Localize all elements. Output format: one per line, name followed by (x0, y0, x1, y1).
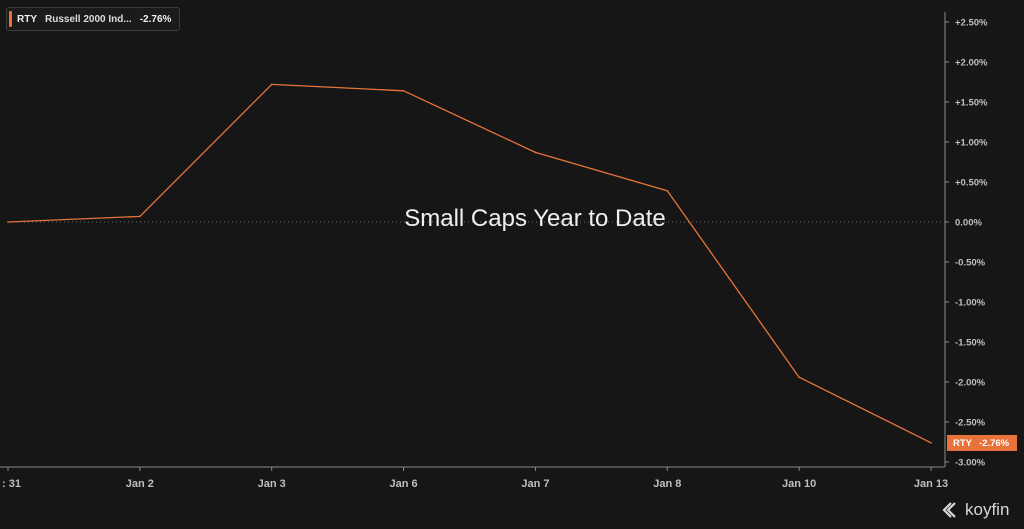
y-tick-label: +2.50% (955, 18, 988, 29)
data-point (402, 90, 405, 92)
brand-logo: koyfin (942, 500, 1009, 520)
legend-series-name: Russell 2000 Ind... (45, 13, 132, 25)
legend-symbol: RTY (17, 13, 37, 25)
last-value-change: -2.76% (979, 437, 1010, 449)
y-tick-label: +1.50% (955, 98, 988, 109)
y-tick-label: -0.50% (955, 258, 986, 269)
x-tick-label: Jan 6 (390, 478, 418, 490)
y-tick-label: +1.00% (955, 138, 988, 149)
y-tick-label: -1.50% (955, 338, 986, 349)
x-tick-label: Jan 8 (653, 478, 681, 490)
last-value-tag: RTY -2.76% (947, 435, 1017, 451)
chart-title: Small Caps Year to Date (404, 205, 666, 232)
y-tick-label: -2.00% (955, 378, 986, 389)
x-tick-label: Jan 7 (521, 478, 549, 490)
series-line (7, 83, 932, 444)
brand-name: koyfin (965, 500, 1010, 519)
x-tick-label: Jan 2 (126, 478, 154, 490)
y-tick-label: +2.00% (955, 58, 988, 69)
y-tick-label: -3.00% (955, 458, 986, 469)
x-tick-label: : 31 (2, 478, 21, 490)
y-tick-label: -1.00% (955, 298, 986, 309)
x-tick-label: Jan 3 (258, 478, 286, 490)
data-point (139, 215, 141, 218)
y-tick-label: -2.50% (955, 418, 986, 429)
legend-swatch (9, 11, 12, 27)
y-tick-label: +0.50% (955, 178, 988, 189)
data-point (7, 221, 9, 223)
x-tick-label: Jan 13 (914, 478, 948, 490)
x-tick-label: Jan 10 (782, 478, 816, 490)
data-point (270, 83, 273, 86)
data-point (798, 376, 800, 379)
y-tick-label: 0.00% (955, 218, 982, 229)
data-point (666, 190, 669, 192)
data-point (930, 442, 932, 444)
legend-change: -2.76% (139, 13, 172, 25)
koyfin-logo-icon (942, 502, 956, 518)
legend[interactable]: RTY Russell 2000 Ind... -2.76% (6, 7, 181, 31)
last-value-symbol: RTY (953, 437, 972, 449)
data-point (534, 151, 537, 154)
